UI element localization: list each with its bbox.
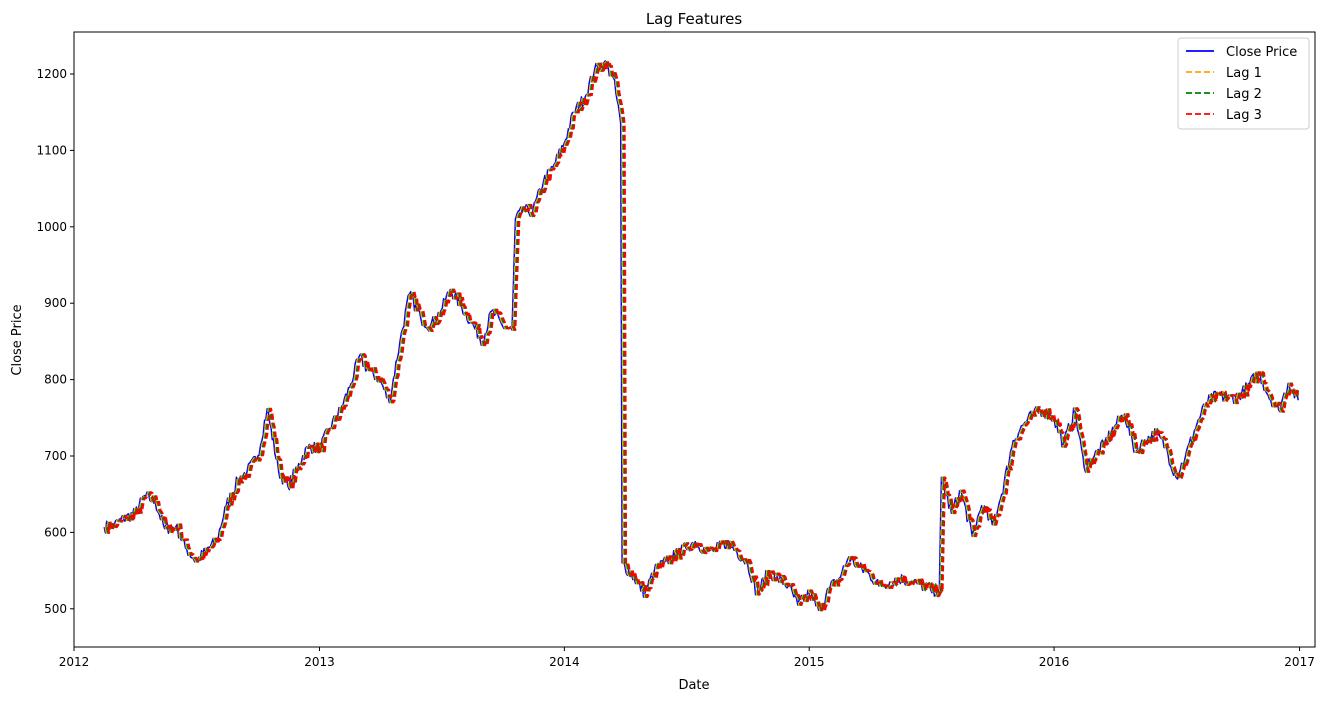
legend-items: Close Price Lag 1 Lag 2 Lag 3 — [1186, 45, 1297, 123]
y-tick-label: 800 — [44, 373, 67, 387]
x-tick-label: 2014 — [549, 655, 580, 669]
y-tick-label: 1200 — [36, 67, 67, 81]
series-line-lag-3 — [107, 59, 1300, 612]
legend-box — [1177, 37, 1310, 130]
plot-frame — [73, 31, 1316, 648]
y-axis-label: Close Price — [10, 304, 25, 375]
y-tick-label: 600 — [44, 525, 67, 539]
legend-label: Lag 1 — [1226, 66, 1262, 81]
x-tick-label: 2013 — [304, 655, 335, 669]
chart-title: Lag Features — [646, 10, 743, 28]
y-axis-ticks: 500 600 700 800 900 1000 1100 1200 — [36, 67, 74, 616]
x-tick-label: 2016 — [1039, 655, 1070, 669]
y-tick-label: 500 — [44, 602, 67, 616]
x-axis-ticks: 2012 2013 2014 2015 2016 2017 — [59, 647, 1315, 669]
y-tick-label: 1100 — [36, 143, 67, 157]
y-tick-label: 1000 — [36, 220, 67, 234]
series-layer — [103, 59, 1300, 612]
x-tick-label: 2015 — [794, 655, 825, 669]
x-axis-label: Date — [678, 678, 709, 693]
legend-label: Lag 2 — [1226, 87, 1262, 102]
y-tick-label: 900 — [44, 296, 67, 310]
y-tick-label: 700 — [44, 449, 67, 463]
x-tick-label: 2012 — [59, 655, 90, 669]
legend: Close Price Lag 1 Lag 2 Lag 3 — [1177, 37, 1310, 130]
legend-label: Lag 3 — [1226, 108, 1262, 123]
x-tick-label: 2017 — [1284, 655, 1315, 669]
legend-label: Close Price — [1226, 45, 1297, 60]
